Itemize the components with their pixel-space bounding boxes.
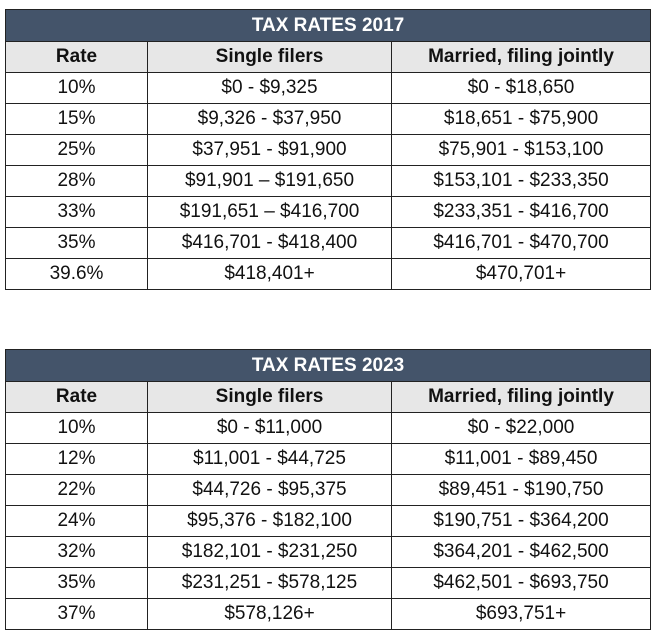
- table-row: 10% $0 - $11,000 $0 - $22,000: [5, 412, 652, 444]
- single-filers-cell: $11,001 - $44,725: [147, 443, 392, 475]
- married-jointly-cell: $18,651 - $75,900: [390, 103, 652, 135]
- rate-cell: 15%: [5, 103, 148, 135]
- single-filers-cell: $231,251 - $578,125: [147, 567, 392, 599]
- married-jointly-cell: $89,451 - $190,750: [390, 474, 652, 506]
- table-row: 24% $95,376 - $182,100 $190,751 - $364,200: [5, 505, 652, 537]
- table-row: 10% $0 - $9,325 $0 - $18,650: [5, 72, 652, 104]
- married-jointly-cell: $416,701 - $470,700: [390, 227, 652, 259]
- table-row: 15% $9,326 - $37,950 $18,651 - $75,900: [5, 103, 652, 135]
- header-row: Rate Single filers Married, filing joint…: [5, 381, 652, 413]
- rate-cell: 35%: [5, 567, 148, 599]
- rate-cell: 10%: [5, 72, 148, 104]
- column-header-single: Single filers: [147, 41, 392, 73]
- married-jointly-cell: $462,501 - $693,750: [390, 567, 652, 599]
- rate-cell: 25%: [5, 134, 148, 166]
- married-jointly-cell: $364,201 - $462,500: [390, 536, 652, 568]
- rate-cell: 22%: [5, 474, 148, 506]
- single-filers-cell: $182,101 - $231,250: [147, 536, 392, 568]
- table-title: TAX RATES 2023: [4, 349, 652, 382]
- rate-cell: 10%: [5, 412, 148, 444]
- rate-cell: 35%: [5, 227, 148, 259]
- tax-table-2023: TAX RATES 2023 Rate Single filers Marrie…: [4, 349, 652, 630]
- married-jointly-cell: $11,001 - $89,450: [390, 443, 652, 475]
- column-header-married: Married, filing jointly: [390, 381, 652, 413]
- column-header-rate: Rate: [5, 381, 148, 413]
- column-header-rate: Rate: [5, 41, 148, 73]
- rate-cell: 33%: [5, 196, 148, 228]
- rate-cell: 28%: [5, 165, 148, 197]
- single-filers-cell: $418,401+: [147, 258, 392, 290]
- column-header-married: Married, filing jointly: [390, 41, 652, 73]
- married-jointly-cell: $0 - $22,000: [390, 412, 652, 444]
- table-title: TAX RATES 2017: [4, 9, 652, 42]
- married-jointly-cell: $233,351 - $416,700: [390, 196, 652, 228]
- married-jointly-cell: $693,751+: [390, 598, 652, 630]
- table-row: 28% $91,901 – $191,650 $153,101 - $233,350: [5, 165, 652, 197]
- married-jointly-cell: $153,101 - $233,350: [390, 165, 652, 197]
- table-row: 37% $578,126+ $693,751+: [5, 598, 652, 630]
- single-filers-cell: $0 - $9,325: [147, 72, 392, 104]
- rate-cell: 37%: [5, 598, 148, 630]
- rate-cell: 39.6%: [5, 258, 148, 290]
- rate-cell: 32%: [5, 536, 148, 568]
- single-filers-cell: $191,651 – $416,700: [147, 196, 392, 228]
- single-filers-cell: $37,951 - $91,900: [147, 134, 392, 166]
- single-filers-cell: $95,376 - $182,100: [147, 505, 392, 537]
- single-filers-cell: $578,126+: [147, 598, 392, 630]
- table-row: 22% $44,726 - $95,375 $89,451 - $190,750: [5, 474, 652, 506]
- single-filers-cell: $416,701 - $418,400: [147, 227, 392, 259]
- tax-table-2017: TAX RATES 2017 Rate Single filers Marrie…: [4, 9, 652, 290]
- header-row: Rate Single filers Married, filing joint…: [5, 41, 652, 73]
- table-row: 32% $182,101 - $231,250 $364,201 - $462,50…: [5, 536, 652, 568]
- table-row: 35% $231,251 - $578,125 $462,501 - $693,75…: [5, 567, 652, 599]
- table-row: 12% $11,001 - $44,725 $11,001 - $89,450: [5, 443, 652, 475]
- column-header-single: Single filers: [147, 381, 392, 413]
- single-filers-cell: $44,726 - $95,375: [147, 474, 392, 506]
- married-jointly-cell: $0 - $18,650: [390, 72, 652, 104]
- table-row: 33% $191,651 – $416,700 $233,351 - $416,70…: [5, 196, 652, 228]
- single-filers-cell: $91,901 – $191,650: [147, 165, 392, 197]
- married-jointly-cell: $470,701+: [390, 258, 652, 290]
- table-row: 35% $416,701 - $418,400 $416,701 - $470,70…: [5, 227, 652, 259]
- married-jointly-cell: $190,751 - $364,200: [390, 505, 652, 537]
- single-filers-cell: $9,326 - $37,950: [147, 103, 392, 135]
- rate-cell: 24%: [5, 505, 148, 537]
- rate-cell: 12%: [5, 443, 148, 475]
- table-row: 39.6% $418,401+ $470,701+: [5, 258, 652, 290]
- married-jointly-cell: $75,901 - $153,100: [390, 134, 652, 166]
- table-row: 25% $37,951 - $91,900 $75,901 - $153,100: [5, 134, 652, 166]
- single-filers-cell: $0 - $11,000: [147, 412, 392, 444]
